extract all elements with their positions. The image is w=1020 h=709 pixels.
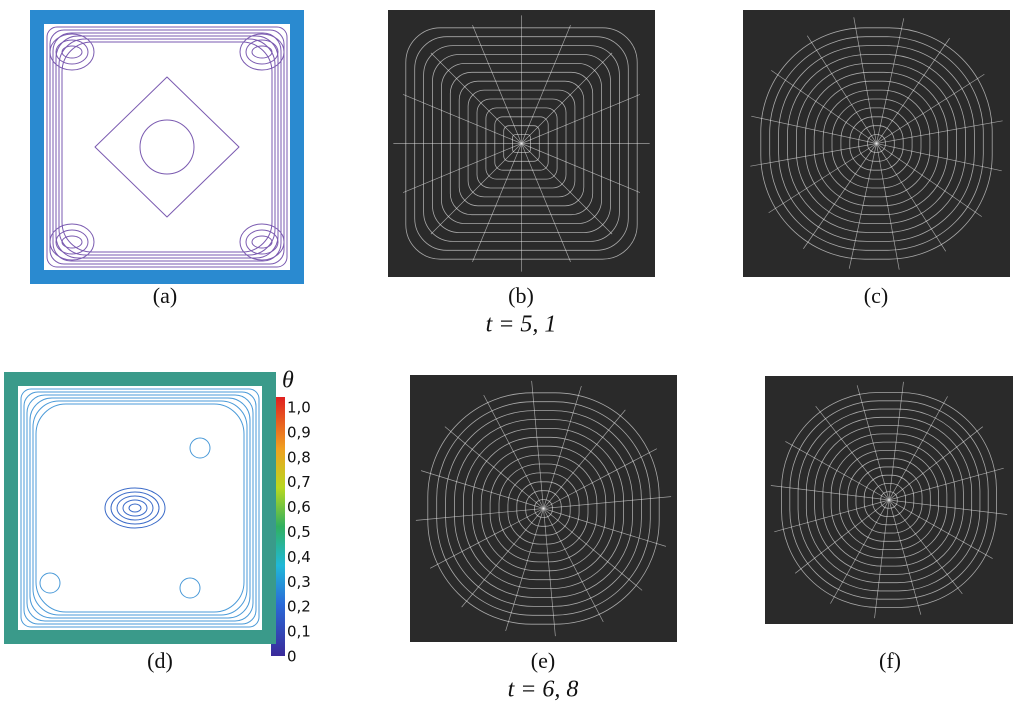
colorbar-tick-label: 0,5 — [287, 523, 311, 541]
panel-label: (c) — [864, 283, 888, 308]
colorbar-tick-label: 0,1 — [287, 623, 311, 641]
colorbar-tick-label: 0 — [287, 648, 297, 666]
panel-label: (f) — [879, 648, 901, 673]
panel-bg — [18, 386, 262, 630]
colorbar-tick-label: 0,8 — [287, 448, 311, 466]
colorbar-tick-label: 0,2 — [287, 598, 311, 616]
figure: (a) (b) (c) t = 5, 1 (d) (e) (f) t = 6, … — [0, 0, 1020, 709]
colorbar-tick-label: 1,0 — [287, 399, 311, 417]
colorbar-title: θ — [282, 368, 294, 394]
panel-label: (e) — [531, 648, 555, 673]
colorbar-tick-label: 0,7 — [287, 473, 311, 491]
panel-label: (b) — [508, 283, 534, 308]
colorbar-tick-label: 0,9 — [287, 423, 311, 441]
panel-bg — [44, 24, 290, 270]
colorbar-tick-label: 0,6 — [287, 498, 311, 516]
panel-label: (d) — [147, 648, 173, 673]
time-caption: t = 6, 8 — [508, 677, 579, 703]
panel-label: (a) — [153, 283, 177, 308]
colorbar-tick-label: 0,4 — [287, 548, 311, 566]
colorbar-tick-label: 0,3 — [287, 573, 311, 591]
time-caption: t = 5, 1 — [486, 312, 557, 338]
